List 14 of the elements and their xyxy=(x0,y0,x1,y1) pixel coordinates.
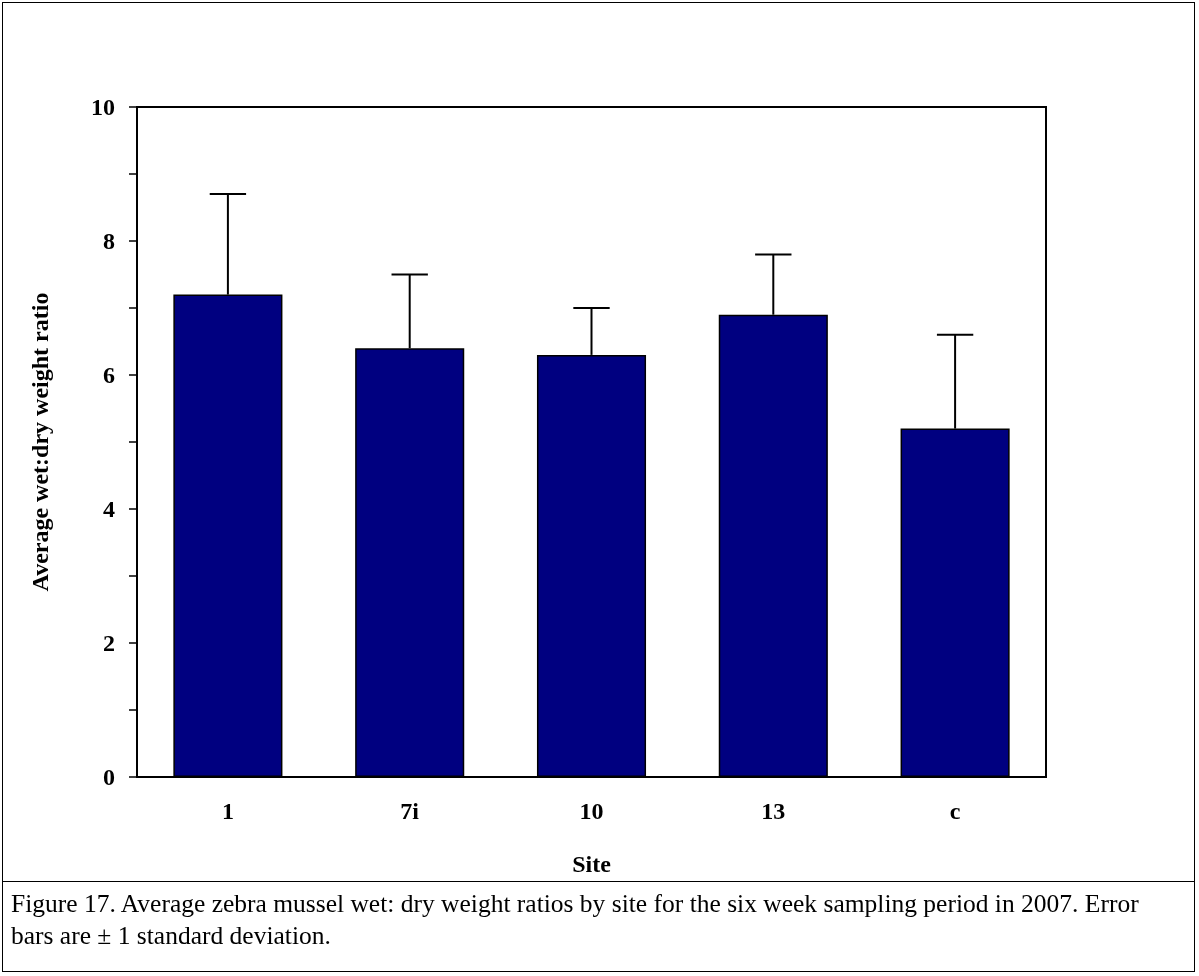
y-tick-label: 10 xyxy=(91,94,115,120)
y-tick-label: 6 xyxy=(103,362,115,388)
y-tick-label: 8 xyxy=(103,228,115,254)
caption: Figure 17. Average zebra mussel wet: dry weight ratios by site for the six week sampling period in 2007. Error bars are ± 1 standard deviation. xyxy=(11,888,1140,952)
y-axis-title: Average wet:dry weight ratio xyxy=(27,292,53,592)
y-tick-label: 2 xyxy=(103,630,115,656)
x-tick-label: 13 xyxy=(761,798,786,824)
y-tick-label: 4 xyxy=(103,496,115,522)
y-tick-label: 0 xyxy=(103,764,115,790)
x-axis-title: Site xyxy=(572,851,612,877)
x-tick-label: 7i xyxy=(400,798,420,824)
x-tick-label: 1 xyxy=(221,798,234,824)
x-tick-label: c xyxy=(949,798,961,824)
x-tick-label: 10 xyxy=(579,798,604,824)
